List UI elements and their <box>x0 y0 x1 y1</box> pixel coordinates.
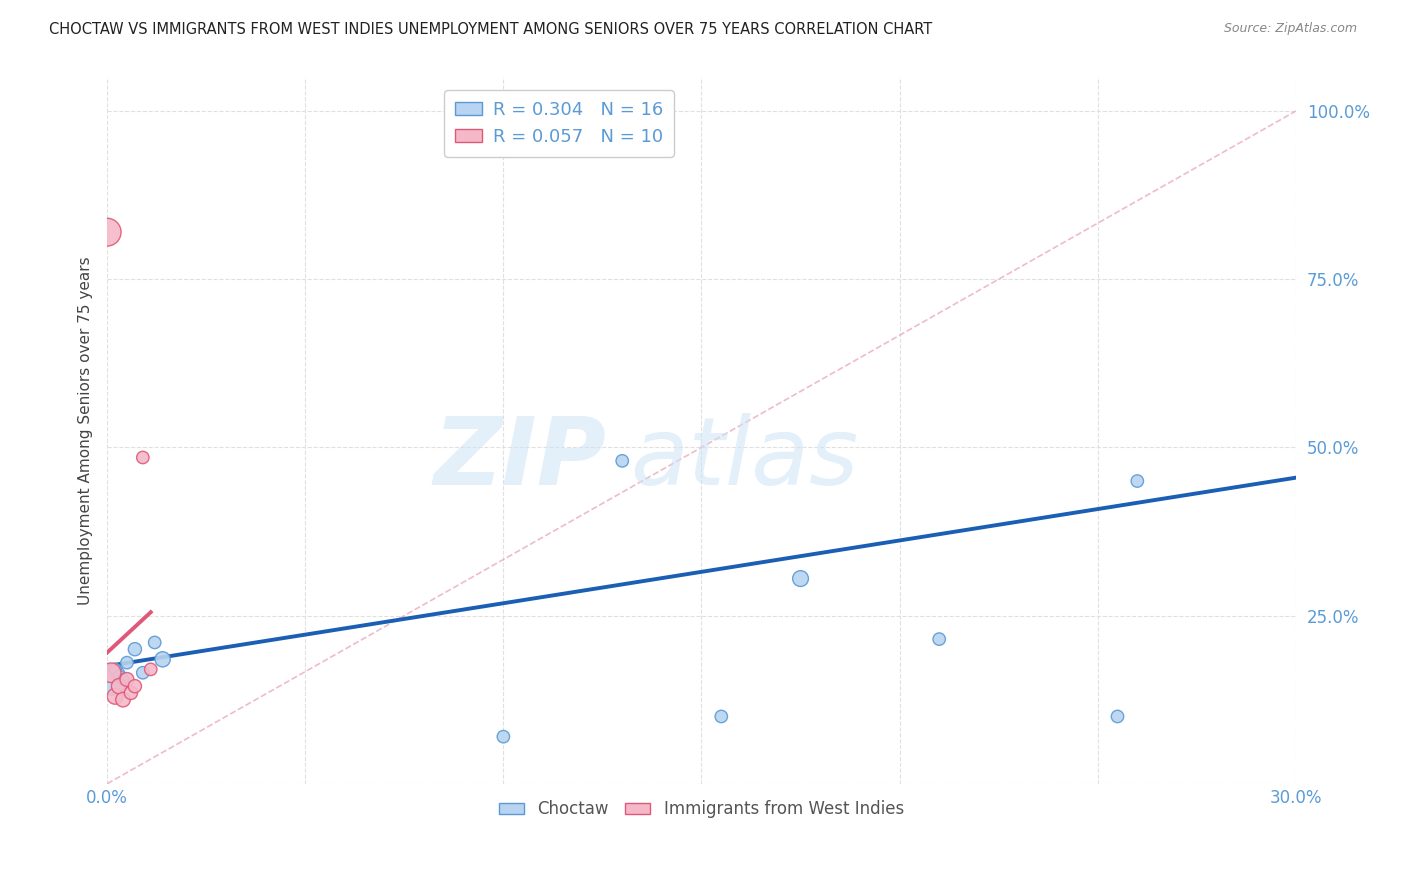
Point <box>96 225 118 239</box>
Point <box>789 572 811 586</box>
Point <box>115 673 138 687</box>
Point <box>928 632 950 646</box>
Point <box>132 450 155 465</box>
Point <box>710 709 733 723</box>
Point <box>108 669 131 683</box>
Point <box>124 642 146 657</box>
Text: ZIP: ZIP <box>433 413 606 505</box>
Point <box>100 665 122 680</box>
Point <box>1126 474 1149 488</box>
Text: Source: ZipAtlas.com: Source: ZipAtlas.com <box>1223 22 1357 36</box>
Point <box>124 679 146 693</box>
Y-axis label: Unemployment Among Seniors over 75 years: Unemployment Among Seniors over 75 years <box>79 256 93 605</box>
Point <box>100 673 122 687</box>
Point <box>1107 709 1129 723</box>
Point <box>111 673 134 687</box>
Point <box>115 656 138 670</box>
Text: CHOCTAW VS IMMIGRANTS FROM WEST INDIES UNEMPLOYMENT AMONG SENIORS OVER 75 YEARS : CHOCTAW VS IMMIGRANTS FROM WEST INDIES U… <box>49 22 932 37</box>
Point <box>120 686 142 700</box>
Point <box>104 662 127 676</box>
Point <box>111 692 134 706</box>
Legend: Choctaw, Immigrants from West Indies: Choctaw, Immigrants from West Indies <box>492 794 911 825</box>
Point <box>132 665 155 680</box>
Text: atlas: atlas <box>630 413 859 504</box>
Point <box>143 635 166 649</box>
Point <box>152 652 174 666</box>
Point <box>104 690 127 704</box>
Point <box>492 730 515 744</box>
Point <box>139 662 162 676</box>
Point <box>612 454 634 468</box>
Point <box>108 679 131 693</box>
